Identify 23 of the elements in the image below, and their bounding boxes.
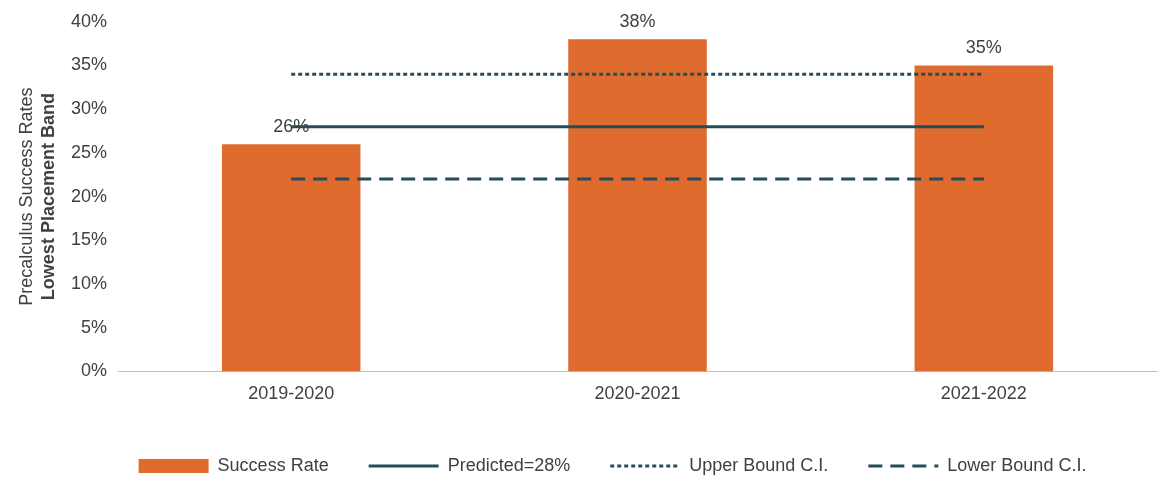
y-tick-label: 20% bbox=[71, 185, 108, 206]
y-tick-label: 0% bbox=[81, 360, 108, 381]
data-label: 35% bbox=[965, 37, 1002, 58]
y-axis-title: Precalculus Success Rates Lowest Placement Band bbox=[15, 87, 58, 306]
y-tick-label: 40% bbox=[71, 10, 108, 31]
y-tick-label: 35% bbox=[71, 54, 108, 75]
y-tick-label: 25% bbox=[71, 141, 108, 162]
data-label: 26% bbox=[273, 116, 310, 137]
legend-label: Upper Bound C.I. bbox=[689, 454, 829, 475]
legend-label: Predicted=28% bbox=[447, 454, 571, 475]
legend-label: Lower Bound C.I. bbox=[947, 454, 1087, 475]
data-label: 38% bbox=[619, 11, 656, 32]
y-tick-label: 5% bbox=[81, 316, 108, 337]
x-tick-label: 2021-2022 bbox=[940, 383, 1027, 404]
bar bbox=[221, 144, 361, 372]
legend-label: Success Rate bbox=[217, 454, 329, 475]
x-tick-label: 2020-2021 bbox=[594, 383, 681, 404]
bar bbox=[568, 39, 707, 372]
bar bbox=[914, 65, 1054, 372]
x-tick-label: 2019-2020 bbox=[248, 383, 335, 404]
y-tick-label: 30% bbox=[71, 98, 108, 119]
y-tick-label: 15% bbox=[71, 229, 108, 250]
y-tick-label: 10% bbox=[71, 272, 108, 293]
